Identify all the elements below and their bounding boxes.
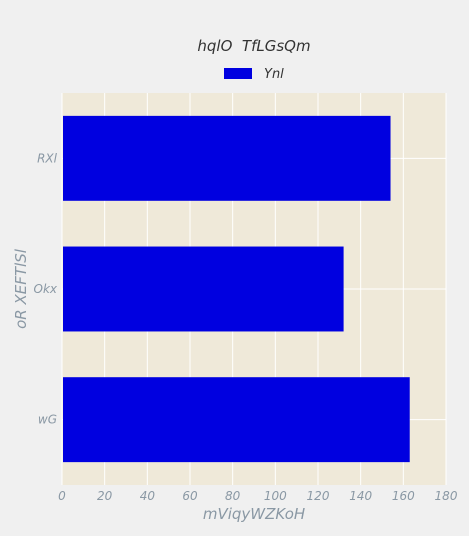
y-tick-label: wG: [38, 413, 57, 427]
x-tick-label: 40: [140, 489, 156, 503]
chart-title: hqlO TfLGsQm: [197, 37, 310, 55]
x-tick-label: 100: [264, 489, 287, 503]
x-tick-label: 80: [225, 489, 241, 503]
x-tick-label: 0: [58, 489, 66, 503]
bar-Okx: [63, 246, 344, 332]
x-axis-label: mViqyWZKoH: [203, 505, 305, 523]
legend-swatch: [224, 68, 252, 79]
bars: [63, 115, 410, 463]
bar-RXl: [63, 115, 391, 201]
y-tick-label: Okx: [34, 282, 58, 296]
x-tick-label: 20: [97, 489, 113, 503]
x-tick-labels: 0 20 40 60 80 100 120 140 160 180: [58, 489, 458, 503]
x-tick-label: 180: [435, 489, 458, 503]
bar-wG: [63, 377, 410, 463]
legend: Ynl: [224, 67, 284, 82]
legend-label: Ynl: [264, 67, 284, 82]
x-tick-label: 160: [392, 489, 415, 503]
x-tick-label: 60: [182, 489, 198, 503]
y-tick-label: RXl: [37, 151, 58, 165]
y-axis-label: oR XEFTlSl: [12, 248, 30, 329]
x-tick-label: 140: [349, 489, 372, 503]
y-tick-labels: wG Okx RXl: [34, 151, 58, 426]
x-tick-label: 120: [307, 489, 330, 503]
